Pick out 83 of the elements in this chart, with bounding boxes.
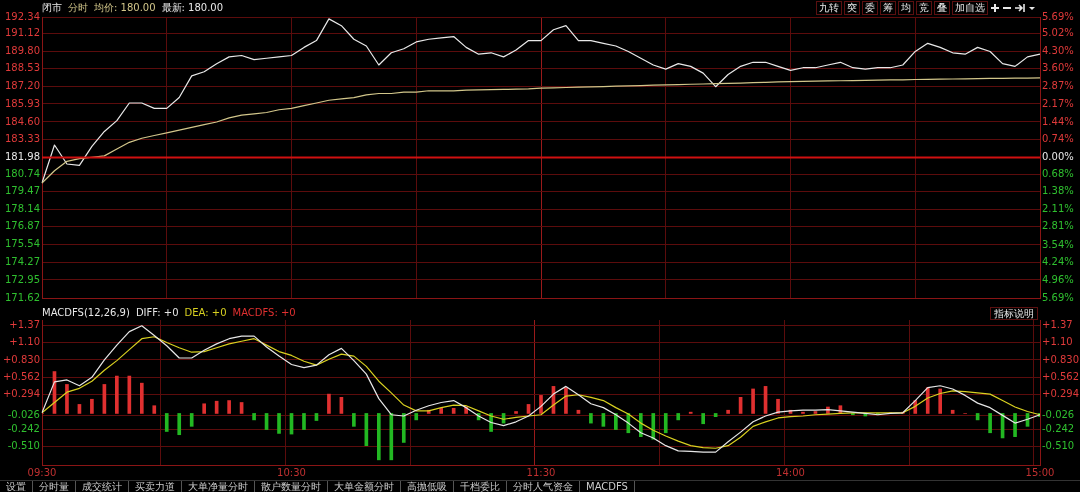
y2-tick-label: 2.81% [1042, 220, 1074, 232]
text: 加自选 [952, 1, 988, 15]
x-tick-label: 09:30 [27, 466, 57, 478]
y2-tick-label: 4.24% [1042, 255, 1074, 267]
y-tick-label: -0.242 [7, 422, 40, 434]
y-tick-label: 183.33 [5, 132, 40, 144]
y-tick-label: 188.53 [5, 62, 40, 74]
y2-tick-label: 4.96% [1042, 273, 1074, 285]
text: 突 [844, 1, 860, 15]
text: 分时人气资金 [507, 481, 580, 492]
y2-tick-label: 5.69% [1042, 291, 1074, 303]
y2-tick-label: 2.11% [1042, 203, 1074, 215]
text: 委 [862, 1, 878, 15]
y-tick-label: 172.95 [5, 273, 40, 285]
y2-tick-label: 2.87% [1042, 80, 1074, 92]
y-tick-label: +0.830 [2, 353, 40, 365]
y2-tick-label: 1.38% [1042, 185, 1074, 197]
y2-tick-label: 0.00% [1042, 151, 1074, 163]
y-tick-label: 185.93 [5, 97, 40, 109]
text: 均价: 180.00 [94, 1, 156, 15]
text: MACDFS: +0 [232, 307, 296, 318]
text: 叠 [934, 1, 950, 15]
x-tick-label: 14:00 [776, 466, 805, 478]
text: 均 [898, 1, 914, 15]
text: 散户数量分时 [255, 481, 328, 492]
y2-tick-label: 3.60% [1042, 62, 1074, 74]
y-tick-label: -0.026 [7, 408, 40, 420]
text: 最新: 180.00 [161, 1, 224, 15]
y-tick-label: 191.12 [5, 27, 40, 39]
chart-title: 闭市 [42, 1, 62, 15]
y-tick-label: 184.60 [5, 115, 40, 127]
y2-tick-label: +0.830 [1042, 353, 1080, 365]
chart-subtitle: 分时 [68, 1, 88, 15]
y-tick-label: +1.37 [9, 318, 40, 330]
y-tick-label: 178.14 [5, 203, 40, 215]
y2-tick-label: +1.37 [1042, 318, 1073, 330]
y-tick-label: -0.510 [7, 439, 40, 451]
y-tick-label: 171.62 [5, 291, 40, 303]
y2-tick-label: 0.74% [1042, 132, 1074, 144]
x-tick-label: 10:30 [277, 466, 306, 478]
text: 买卖力道 [129, 481, 182, 492]
chart-title: MACDFS(12,26,9) [42, 307, 130, 318]
y-tick-label: +0.562 [2, 370, 40, 382]
y-tick-label: +0.294 [2, 388, 40, 400]
y2-tick-label: -0.510 [1042, 439, 1075, 451]
y2-tick-label: +1.10 [1042, 336, 1073, 348]
y2-tick-label: -0.026 [1042, 408, 1075, 420]
text: 大单金额分时 [328, 481, 401, 492]
x-tick-label: 11:30 [526, 466, 556, 478]
y-tick-label: 176.87 [5, 220, 40, 232]
series-label: DIFF: +0 [135, 307, 179, 318]
text: DEA: +0 [184, 307, 227, 318]
y2-tick-label: 1.44% [1042, 115, 1074, 127]
y-tick-label: 181.98 [5, 151, 40, 163]
y2-tick-label: +0.294 [1042, 388, 1080, 400]
y-tick-label: 179.47 [5, 185, 40, 197]
y-tick-label: 192.34 [5, 10, 40, 22]
y2-tick-label: 5.69% [1042, 10, 1074, 22]
y-tick-label: 187.20 [5, 80, 40, 92]
y2-tick-label: 3.54% [1042, 238, 1074, 250]
text: 竞 [916, 1, 932, 15]
text: 分时量 [33, 481, 76, 492]
y2-tick-label: 5.02% [1042, 27, 1074, 39]
text: 筹 [880, 1, 896, 15]
text: 成交统计 [76, 481, 129, 492]
text: 高抛低吸 [401, 481, 454, 492]
y-tick-label: 174.27 [5, 255, 40, 267]
y2-tick-label: +0.562 [1042, 370, 1080, 382]
x-tick-label: 15:00 [1025, 466, 1055, 478]
y-tick-label: 180.74 [5, 167, 40, 179]
y2-tick-label: 2.17% [1042, 97, 1074, 109]
text: 九转 [816, 1, 842, 15]
text: 设置 [0, 481, 33, 492]
y-tick-label: 175.54 [5, 238, 40, 250]
text: 千档委比 [454, 481, 507, 492]
y2-tick-label: 0.68% [1042, 167, 1074, 179]
y-tick-label: 189.80 [5, 45, 40, 57]
text: MACDFS [580, 481, 635, 492]
text: 指标说明 [990, 307, 1038, 320]
y2-tick-label: 4.30% [1042, 44, 1074, 56]
y2-tick-label: -0.242 [1042, 422, 1075, 434]
text: 大单净量分时 [182, 481, 255, 492]
y-tick-label: +1.10 [9, 336, 40, 348]
